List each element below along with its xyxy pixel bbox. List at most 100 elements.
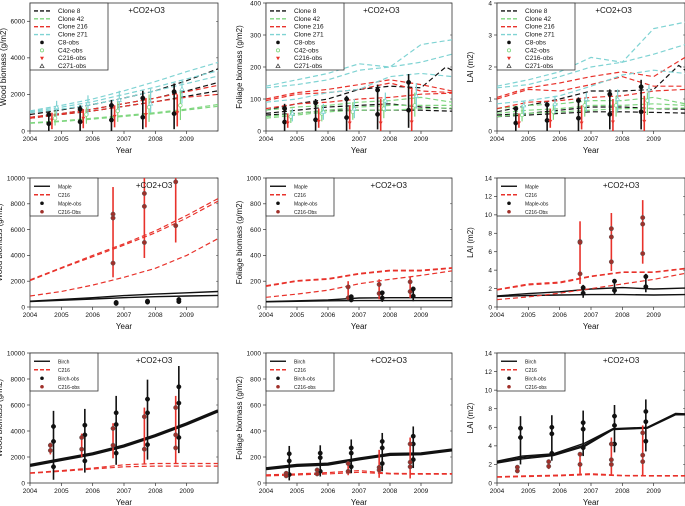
- y-tick-label: 10: [485, 387, 493, 394]
- legend-box: [29, 352, 99, 392]
- annotation-label: +CO2+O3: [136, 181, 173, 190]
- y-tick-label: 0: [488, 128, 492, 135]
- series-line-birch: [30, 409, 218, 467]
- x-tick-label: 2006: [321, 488, 336, 495]
- y-tick-label: 800: [250, 201, 261, 208]
- data-point: [344, 96, 350, 102]
- legend-label: C216: [294, 193, 306, 199]
- y-tick-label: 6: [488, 249, 492, 256]
- data-point: [85, 100, 91, 106]
- legend-label: Clone 42: [525, 16, 551, 23]
- series-line-clone-8: [497, 64, 685, 113]
- data-point: [143, 113, 148, 117]
- data-point: [141, 446, 147, 452]
- data-point: [544, 102, 550, 108]
- data-point: [110, 215, 116, 221]
- x-tick-label: 2008: [383, 136, 398, 143]
- x-tick-label: 2007: [352, 312, 367, 319]
- data-point: [77, 106, 83, 112]
- data-point: [580, 420, 586, 426]
- data-point: [285, 121, 290, 125]
- series-line-birch: [266, 448, 452, 471]
- annotation-label: +CO2+O3: [603, 181, 640, 190]
- data-point: [608, 234, 614, 240]
- series-line-c216: [30, 200, 218, 282]
- legend-box: [29, 2, 109, 71]
- legend-label: C271-obs: [294, 63, 323, 70]
- y-axis-label: LAI (m2): [466, 402, 475, 433]
- x-tick-label: 2004: [23, 312, 38, 319]
- data-point: [314, 471, 320, 477]
- series-line-c216: [497, 473, 685, 478]
- x-tick-label: 2004: [490, 136, 505, 143]
- series-line-clone-271: [30, 70, 218, 113]
- annotation-label: +CO2+O3: [136, 356, 173, 365]
- plot-area: [30, 61, 218, 131]
- y-tick-label: 100: [250, 96, 261, 103]
- data-point: [347, 121, 352, 125]
- x-tick-label: 2009: [414, 136, 429, 143]
- y-tick-label: 600: [250, 227, 261, 234]
- data-point: [348, 464, 354, 470]
- series-line-clone-8: [30, 68, 218, 116]
- data-point: [546, 463, 552, 469]
- data-point: [608, 259, 614, 265]
- series-line-clone-8: [497, 111, 685, 118]
- data-point: [518, 425, 523, 431]
- data-point: [320, 108, 327, 114]
- legend-label: C271-obs: [58, 63, 87, 70]
- data-point: [176, 400, 182, 406]
- data-point: [552, 100, 558, 106]
- legend-marker: [39, 63, 45, 68]
- legend-marker: [40, 40, 44, 45]
- y-tick-label: 200: [250, 454, 261, 461]
- y-axis-label: LAI (m2): [466, 227, 475, 258]
- legend-label: C216: [525, 193, 537, 199]
- x-axis-label: Year: [351, 146, 368, 155]
- x-tick-label: 2005: [521, 136, 536, 143]
- legend: Maple C216 Maple-obs C216-Obs: [265, 177, 335, 217]
- data-point: [513, 106, 519, 112]
- legend-label: C216: [58, 193, 70, 199]
- data-point: [46, 112, 52, 117]
- data-point: [49, 118, 54, 123]
- annotation-label: +CO2+O3: [363, 6, 400, 15]
- data-point: [77, 119, 83, 125]
- data-point: [348, 450, 354, 456]
- data-point: [379, 461, 385, 466]
- y-tick-label: 6000: [11, 19, 26, 26]
- series-line-clone-42: [497, 107, 685, 118]
- chart-panel-p6: 2004 2005 2006 2007 2008 2009 0 2 4 6 8 10 12 14 Year L…: [466, 175, 685, 331]
- y-tick-label: 4: [488, 443, 492, 450]
- y-tick-label: 2000: [11, 279, 26, 286]
- legend-label: C42-obs: [525, 47, 550, 54]
- data-point: [518, 435, 523, 440]
- series-line-clone-42: [266, 107, 452, 119]
- series-line-c216: [266, 267, 452, 287]
- data-point: [53, 104, 60, 110]
- series-line-maple: [266, 299, 452, 303]
- x-tick-label: 2005: [521, 312, 536, 319]
- series-line-c216: [266, 270, 452, 298]
- y-tick-label: 1000: [247, 175, 262, 182]
- data-point: [112, 114, 117, 119]
- y-tick-label: 2000: [11, 92, 26, 99]
- plot-area: [30, 366, 218, 480]
- y-axis-label: Foliage biomass (g/m2): [235, 200, 244, 284]
- data-point: [173, 432, 179, 438]
- legend-box: [496, 352, 566, 392]
- legend-label: Maple: [525, 184, 539, 190]
- data-point: [410, 457, 416, 463]
- y-tick-label: 2000: [11, 454, 26, 461]
- series-line-birch: [497, 414, 685, 464]
- data-point: [410, 433, 416, 439]
- data-point: [175, 111, 180, 115]
- series-line-clone-271: [497, 21, 685, 87]
- data-point: [110, 260, 116, 266]
- legend: Birch C216 Birch-obs C216-obs: [29, 352, 99, 392]
- data-point: [348, 445, 354, 451]
- data-point: [379, 438, 385, 444]
- y-tick-label: 200: [250, 64, 261, 71]
- data-point: [406, 79, 412, 85]
- data-point: [173, 445, 179, 451]
